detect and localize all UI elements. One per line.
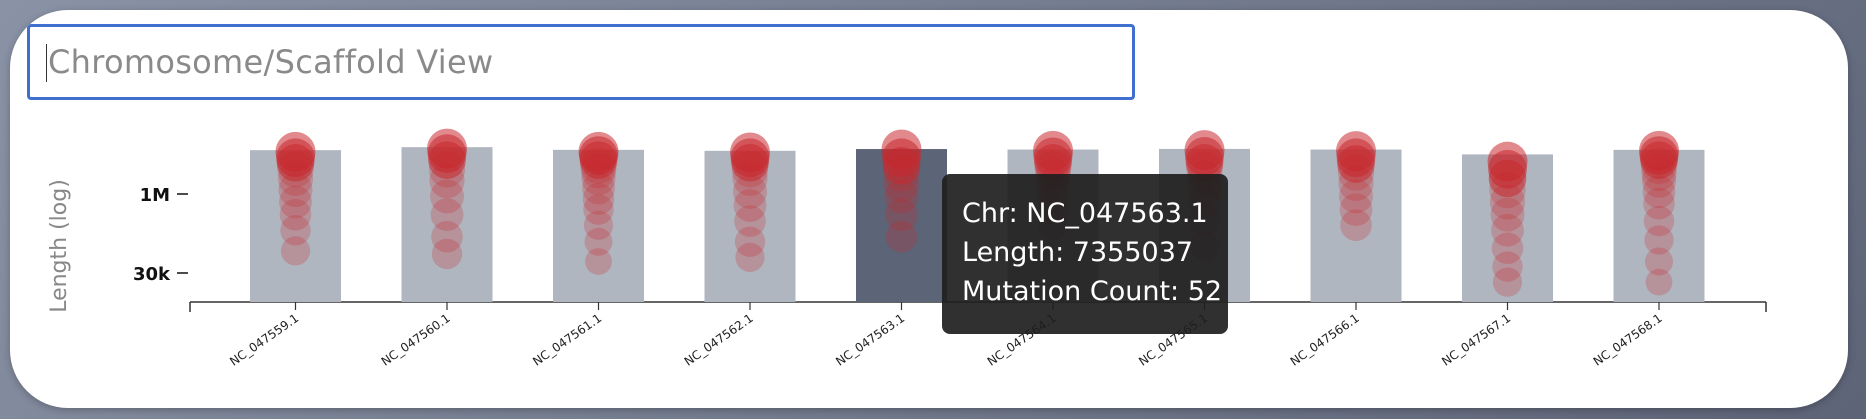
- mutation-marker: [280, 236, 311, 266]
- mutation-marker: [1339, 193, 1373, 227]
- bar-tooltip: Chr: NC_047563.1 Length: 7355037 Mutatio…: [942, 174, 1228, 334]
- mutation-marker: [1489, 184, 1526, 220]
- mutation-marker: [732, 160, 768, 196]
- x-tick-label: NC_047560.1: [379, 311, 453, 369]
- mutation-marker: [582, 183, 615, 215]
- mutation-marker: [584, 227, 613, 256]
- mutation-marker: [1340, 209, 1372, 242]
- mutation-marker: [279, 185, 312, 219]
- x-tick-label: NC_047562.1: [682, 311, 756, 369]
- mutation-marker: [1338, 165, 1374, 202]
- mutation-marker: [276, 143, 315, 182]
- y-tick-label: 1M: [140, 185, 170, 206]
- mutation-marker: [1643, 187, 1675, 220]
- tooltip-chr: Chr: NC_047563.1: [962, 198, 1208, 229]
- mutation-marker: [733, 189, 767, 222]
- mutation-marker: [735, 242, 765, 272]
- mutation-marker: [580, 153, 617, 189]
- x-tick-label: NC_047568.1: [1591, 311, 1665, 369]
- x-tick-label: NC_047561.1: [530, 311, 604, 369]
- mutation-marker: [1337, 154, 1375, 191]
- chromosome-chart: Length (log) 1M 30k NC_047559.1 NC_047560.1 N…: [47, 128, 1767, 369]
- mutation-marker: [429, 163, 465, 199]
- mutation-marker: [731, 143, 769, 182]
- text-caret: [46, 44, 47, 82]
- x-tick-label: NC_047563.1: [833, 311, 907, 369]
- mutation-marker: [884, 179, 919, 214]
- mutation-marker: [430, 179, 464, 214]
- mutation-marker: [883, 155, 920, 192]
- mutation-marker: [579, 141, 618, 179]
- mutation-marker: [882, 146, 921, 185]
- mutation-marker: [582, 171, 615, 205]
- mutation-marker: [431, 220, 463, 253]
- tooltip-length: Length: 7355037: [962, 237, 1194, 268]
- mutation-marker: [1642, 175, 1676, 209]
- mutation-marker: [277, 160, 314, 196]
- mutation-marker: [580, 147, 617, 184]
- mutation-marker: [583, 210, 614, 240]
- mutation-marker: [1339, 179, 1373, 214]
- mutation-marker: [279, 198, 312, 231]
- mutation-marker: [585, 248, 612, 275]
- mutation-marker: [1492, 251, 1523, 282]
- x-tick-label: NC_047567.1: [1439, 311, 1513, 369]
- mutation-marker: [1492, 267, 1523, 297]
- mutation-marker: [430, 198, 464, 232]
- mutation-marker: [1034, 143, 1072, 182]
- mutation-marker: [583, 194, 614, 225]
- y-tick-label: 30k: [133, 264, 171, 285]
- mutation-marker: [1491, 213, 1524, 247]
- mutation-marker: [734, 205, 766, 237]
- tooltip-mutation-count: Mutation Count: 52: [962, 276, 1223, 307]
- mutation-marker: [731, 151, 769, 188]
- mutation-marker: [1185, 143, 1224, 182]
- mutation-marker: [280, 215, 311, 246]
- mutation-marker: [1643, 205, 1675, 237]
- title-placeholder: Chromosome/Scaffold View: [48, 43, 494, 81]
- mutation-marker: [1489, 171, 1526, 209]
- mutation-marker: [428, 151, 466, 188]
- mutation-marker: [1645, 268, 1673, 296]
- mutation-marker: [1488, 159, 1527, 198]
- mutation-marker: [885, 198, 918, 232]
- mutation-marker: [277, 151, 314, 188]
- mutation-marker: [885, 220, 918, 253]
- mutation-marker: [734, 226, 766, 257]
- mutation-marker: [1640, 147, 1678, 184]
- mutation-marker: [278, 172, 313, 207]
- y-axis-label: Length (log): [47, 179, 72, 313]
- mutation-marker: [1642, 163, 1676, 198]
- chart-card: Chromosome/Scaffold View Length (log) 1M 3…: [10, 10, 1848, 408]
- title-input[interactable]: Chromosome/Scaffold View: [27, 24, 1135, 100]
- mutation-marker: [1640, 141, 1678, 179]
- mutation-marker: [1337, 145, 1375, 183]
- x-tick-label: NC_047566.1: [1288, 311, 1362, 369]
- mutation-marker: [1490, 197, 1525, 232]
- mutation-marker: [581, 161, 616, 196]
- mutation-marker: [1491, 232, 1524, 265]
- x-tick-label: NC_047559.1: [227, 311, 301, 369]
- mutation-marker: [1644, 225, 1674, 255]
- mutation-marker: [1645, 247, 1673, 276]
- mutation-marker: [733, 174, 767, 209]
- mutation-marker: [431, 238, 463, 270]
- mutation-marker: [883, 167, 920, 203]
- mutation-marker: [1641, 155, 1677, 191]
- mutation-marker: [428, 141, 466, 179]
